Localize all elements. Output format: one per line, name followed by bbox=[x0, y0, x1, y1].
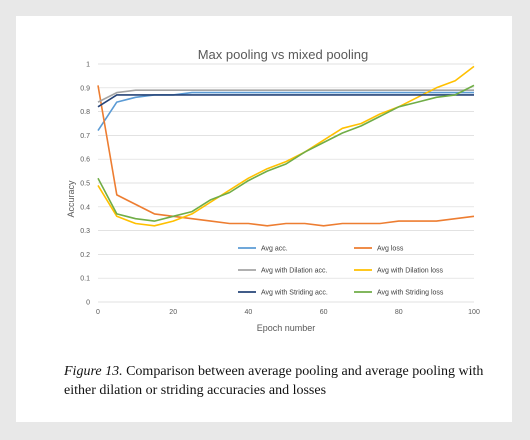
legend-entry: Avg with Striding acc. bbox=[261, 290, 328, 297]
y-tick-label: 0.2 bbox=[80, 252, 90, 259]
y-tick-label: 0.6 bbox=[80, 157, 90, 164]
y-tick-label: 0 bbox=[86, 300, 90, 307]
y-tick-label: 0.5 bbox=[80, 181, 90, 188]
legend-entry: Avg with Striding loss bbox=[377, 290, 444, 297]
chart-title: Max pooling vs mixed pooling bbox=[198, 47, 369, 62]
x-tick-label: 20 bbox=[169, 309, 177, 316]
series-lines bbox=[97, 65, 475, 227]
series-line bbox=[97, 85, 475, 227]
legend-entry: Avg with Dilation loss bbox=[377, 268, 444, 275]
x-tick-label: 60 bbox=[320, 309, 328, 316]
figure-card: Max pooling vs mixed pooling 0 0.1 0.2 0.3 0… bbox=[16, 16, 512, 422]
series-line bbox=[97, 84, 475, 222]
caption-text: Comparison between average pooling and a… bbox=[64, 364, 484, 398]
legend-entry: Avg with Dilation acc. bbox=[261, 268, 327, 275]
x-tick-label: 100 bbox=[468, 309, 480, 316]
legend: Avg acc. Avg loss Avg with Dilation acc. Av… bbox=[238, 246, 444, 297]
y-tick-labels: 0 0.1 0.2 0.3 0.4 0.5 0.6 0.7 0.8 0.9 1 bbox=[80, 62, 90, 307]
x-tick-label: 80 bbox=[395, 309, 403, 316]
legend-entry: Avg acc. bbox=[261, 246, 288, 253]
x-axis-label: Epoch number bbox=[257, 323, 316, 333]
y-tick-label: 0.1 bbox=[80, 276, 90, 283]
series-line bbox=[97, 94, 474, 108]
x-tick-label: 0 bbox=[96, 309, 100, 316]
series-line bbox=[97, 89, 474, 103]
figure-caption: Figure 13. Comparison between average po… bbox=[64, 362, 504, 400]
y-tick-label: 0.3 bbox=[80, 228, 90, 235]
y-tick-label: 0.8 bbox=[80, 109, 90, 116]
figure-label: Figure 13. bbox=[64, 364, 123, 379]
x-tick-labels: 0 20 40 60 80 100 bbox=[96, 309, 480, 316]
x-tick-label: 40 bbox=[245, 309, 253, 316]
grid-lines bbox=[98, 63, 474, 303]
y-axis-label: Accuracy bbox=[66, 180, 76, 218]
series-line bbox=[97, 65, 475, 227]
y-tick-label: 0.9 bbox=[80, 85, 90, 92]
legend-entry: Avg loss bbox=[377, 246, 404, 253]
line-chart: Max pooling vs mixed pooling 00.10.20.30… bbox=[66, 47, 480, 333]
y-tick-label: 0.7 bbox=[80, 133, 90, 140]
y-tick-label: 1 bbox=[86, 62, 90, 69]
y-tick-label: 0.4 bbox=[80, 204, 90, 211]
